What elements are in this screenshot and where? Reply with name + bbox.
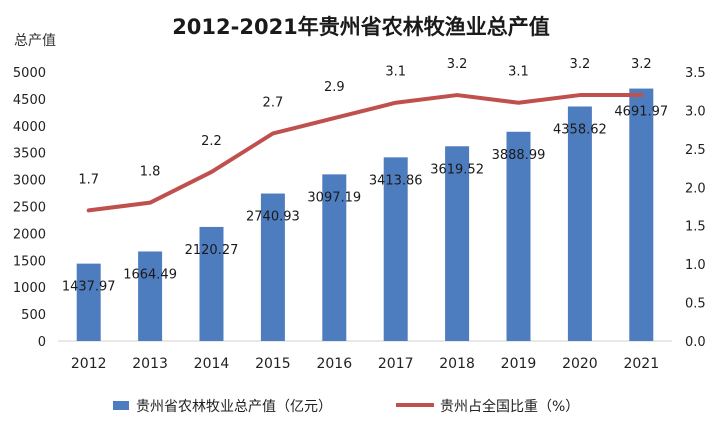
left-axis-tick-label: 4500: [13, 93, 46, 108]
line-value-labels: 1.7 1.8 2.2 2.7 2.9 3.1 3.2 3.1 3.2 3.2: [78, 57, 651, 187]
left-axis-tick-label: 5000: [13, 66, 46, 81]
legend-bar-label: 贵州省农林牧业总产值（亿元）: [136, 399, 332, 415]
bar: [629, 88, 654, 341]
x-axis-tick-label: 2012: [71, 356, 107, 372]
line-value-label: 3.1: [385, 65, 406, 80]
bar-value-label: 3413.86: [369, 173, 423, 188]
bar: [567, 106, 592, 341]
bar: [506, 131, 531, 341]
x-axis-ticks: 2012 2013 2014 2015 2016 2017 2018 2019 2020 2021: [71, 356, 659, 372]
left-axis-tick-label: 2000: [13, 227, 46, 242]
right-axis-tick-label: 1.5: [685, 220, 706, 235]
line-value-label: 3.1: [508, 65, 529, 80]
bar-value-label: 2740.93: [246, 210, 300, 225]
right-axis-tick-label: 0.0: [685, 335, 706, 350]
bar: [260, 193, 285, 341]
left-axis-tick-label: 3000: [13, 174, 46, 189]
right-axis-tick-label: 3.5: [685, 66, 706, 81]
bar-value-label: 3619.52: [430, 162, 484, 177]
legend-line-label: 贵州占全国比重（%）: [440, 398, 579, 415]
x-axis-tick-label: 2020: [562, 356, 598, 372]
bar: [322, 174, 347, 341]
left-axis-tick-label: 500: [21, 308, 46, 323]
bar: [445, 146, 470, 341]
left-axis-tick-label: 2500: [13, 201, 46, 216]
legend: 贵州省农林牧业总产值（亿元） 贵州占全国比重（%）: [113, 398, 579, 415]
x-axis-tick-label: 2016: [316, 356, 352, 372]
right-axis-tick-label: 3.0: [685, 104, 706, 119]
left-axis-tick-label: 1000: [13, 281, 46, 296]
bar: [138, 251, 163, 341]
bar-value-label: 4358.62: [553, 123, 607, 138]
bar-value-label: 4691.97: [614, 105, 668, 120]
bar: [199, 226, 224, 341]
x-axis-tick-label: 2015: [255, 356, 291, 372]
line-value-label: 2.9: [324, 80, 345, 95]
bar-value-label: 1664.49: [123, 267, 177, 282]
x-axis-tick-label: 2014: [194, 356, 230, 372]
x-axis-tick-label: 2019: [501, 356, 537, 372]
line-value-label: 2.7: [263, 95, 284, 110]
bar-value-label: 2120.27: [185, 243, 239, 258]
line-value-label: 2.2: [201, 134, 222, 149]
left-axis-ticks: 0 500 1000 1500 2000 2500 3000 3500 4000 4500 5000: [13, 66, 46, 350]
line-value-label: 1.7: [78, 172, 99, 187]
line-series-path: [86, 93, 644, 213]
line-series: [86, 93, 644, 213]
x-axis-tick-label: 2017: [378, 356, 414, 372]
bar-value-label: 1437.97: [62, 280, 116, 295]
legend-bar-swatch: [113, 401, 129, 410]
left-axis-tick-label: 1500: [13, 254, 46, 269]
bar: [383, 157, 408, 341]
left-axis-tick-label: 3500: [13, 147, 46, 162]
chart-title: 2012-2021年贵州省农林牧渔业总产值: [172, 15, 550, 39]
line-value-label: 3.2: [631, 57, 652, 72]
line-value-label: 3.2: [570, 57, 591, 72]
bar-value-label: 3888.99: [492, 148, 546, 163]
x-axis-tick-label: 2018: [439, 356, 475, 372]
left-axis-tick-label: 0: [38, 335, 46, 350]
line-value-label: 3.2: [447, 57, 468, 72]
x-axis-tick-label: 2013: [132, 356, 168, 372]
left-axis-unit-label: 总产值: [14, 33, 56, 49]
bar-series: [76, 88, 654, 341]
line-value-label: 1.8: [140, 165, 161, 180]
bar-value-label: 3097.19: [307, 190, 361, 205]
right-axis-tick-label: 1.0: [685, 258, 706, 273]
left-axis-tick-label: 4000: [13, 120, 46, 135]
right-axis-tick-label: 2.5: [685, 143, 706, 158]
bar-value-labels: 1437.97 1664.49 2120.27 2740.93 3097.19 3413.…: [62, 105, 668, 295]
right-axis-tick-label: 0.5: [685, 297, 706, 312]
right-axis-tick-label: 2.0: [685, 181, 706, 196]
bar: [76, 263, 101, 341]
right-axis-ticks: 0.0 0.5 1.0 1.5 2.0 2.5 3.0 3.5: [685, 66, 706, 350]
x-axis-tick-label: 2021: [623, 356, 659, 372]
